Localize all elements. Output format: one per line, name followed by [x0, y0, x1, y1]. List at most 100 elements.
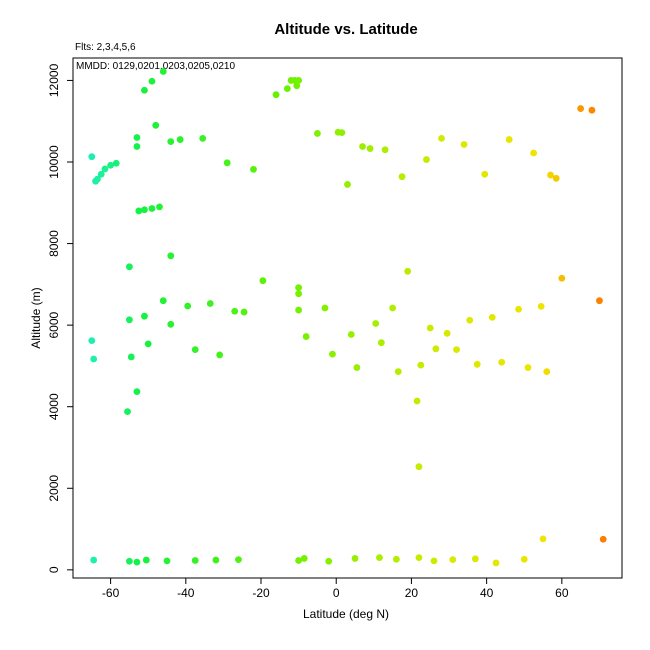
data-point: [524, 364, 532, 371]
data-point: [223, 159, 231, 167]
x-axis: -60 -40 -20 0 20 40 60: [102, 578, 569, 600]
x-tick-label: -60: [102, 586, 120, 600]
data-point: [432, 345, 440, 353]
data-point: [515, 305, 522, 313]
data-point: [191, 346, 199, 354]
data-point: [505, 136, 513, 143]
data-point: [426, 324, 434, 332]
data-point: [167, 252, 175, 260]
data-point: [259, 277, 267, 285]
data-point: [295, 77, 303, 84]
y-axis-label: Altitude (m): [29, 287, 43, 348]
x-tick-label: -40: [177, 586, 195, 600]
data-point: [97, 170, 105, 178]
data-point: [372, 320, 380, 327]
data-point: [423, 156, 430, 163]
data-point: [88, 153, 96, 161]
data-point: [453, 346, 460, 354]
data-point: [141, 206, 148, 214]
data-point: [520, 555, 528, 563]
data-points: [88, 68, 607, 567]
data-point: [141, 86, 148, 94]
data-point: [295, 557, 303, 564]
data-point: [156, 203, 163, 211]
data-point: [295, 306, 303, 314]
x-tick-label: 60: [555, 586, 569, 600]
data-point: [558, 274, 566, 282]
data-point: [460, 141, 468, 148]
y-tick-label: 0: [47, 566, 61, 573]
data-point: [231, 307, 239, 315]
data-point: [240, 308, 248, 316]
data-point: [539, 535, 547, 543]
y-tick-label: 2000: [47, 475, 61, 502]
plot-frame: [72, 57, 623, 579]
data-point: [148, 205, 156, 212]
data-point: [133, 388, 141, 396]
data-point: [133, 558, 141, 566]
data-point: [394, 368, 402, 376]
data-point: [481, 170, 489, 178]
data-point: [471, 555, 479, 563]
chart-title: Altitude vs. Latitude: [274, 21, 417, 38]
data-point: [498, 358, 506, 366]
x-tick-label: -20: [252, 586, 270, 600]
data-point: [473, 360, 481, 368]
data-point: [126, 263, 133, 271]
y-tick-label: 12000: [47, 63, 61, 97]
data-point: [144, 340, 152, 348]
data-point: [351, 555, 359, 562]
data-point: [90, 556, 98, 564]
data-point: [141, 312, 148, 320]
data-point: [596, 297, 603, 305]
data-point: [325, 557, 333, 565]
data-point: [314, 130, 321, 137]
data-point: [199, 134, 207, 142]
data-point: [588, 106, 596, 114]
data-point: [347, 331, 355, 338]
data-point: [438, 134, 445, 142]
data-point: [206, 300, 214, 307]
data-point: [377, 339, 385, 347]
data-point: [488, 313, 496, 321]
data-point: [293, 82, 301, 90]
data-point: [443, 329, 451, 337]
data-point: [415, 554, 423, 562]
data-point: [133, 143, 141, 150]
data-point: [353, 364, 361, 371]
data-point: [599, 535, 607, 543]
data-point: [415, 463, 423, 471]
data-point: [216, 351, 224, 359]
data-point: [191, 557, 199, 564]
data-point: [329, 350, 336, 358]
data-point: [112, 159, 120, 167]
data-point: [552, 174, 560, 182]
y-tick-label: 6000: [47, 311, 61, 338]
y-tick-label: 10000: [47, 145, 61, 179]
data-point: [302, 333, 310, 340]
data-point: [167, 320, 175, 328]
x-tick-label: 40: [480, 586, 494, 600]
data-point: [90, 355, 98, 363]
data-point: [124, 408, 131, 415]
data-point: [152, 121, 160, 129]
data-point: [126, 557, 133, 565]
data-point: [184, 302, 192, 310]
y-axis: 0 2000 4000 6000 8000 10000 12000: [47, 63, 73, 573]
data-point: [321, 304, 329, 312]
data-point: [159, 68, 167, 75]
data-point: [142, 556, 150, 564]
flights-annotation: Flts: 2,3,4,5,6: [75, 42, 136, 53]
data-point: [295, 290, 303, 298]
data-point: [107, 161, 115, 169]
x-tick-label: 20: [405, 586, 419, 600]
data-point: [338, 129, 346, 137]
data-point: [417, 361, 425, 369]
data-point: [381, 146, 389, 154]
data-point: [167, 138, 175, 146]
data-point: [392, 555, 400, 563]
data-point: [101, 165, 109, 173]
data-point: [135, 207, 143, 215]
data-point: [250, 165, 257, 173]
data-point: [133, 134, 141, 141]
